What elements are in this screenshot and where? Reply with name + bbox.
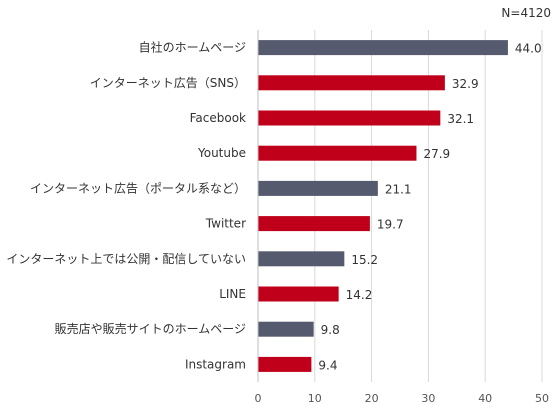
x-tick-label: 40	[478, 392, 492, 405]
data-label: 9.8	[321, 323, 340, 337]
category-label: インターネット広告（ポータル系など）	[30, 181, 246, 195]
category-label: インターネット広告（SNS）	[90, 76, 246, 90]
bar	[258, 251, 345, 267]
category-label: LINE	[219, 287, 246, 301]
bar	[258, 145, 417, 161]
category-label: Facebook	[190, 111, 246, 125]
data-label: 27.9	[423, 147, 450, 161]
bar	[258, 216, 370, 232]
category-label: 自社のホームページ	[139, 40, 246, 55]
data-label: 15.2	[351, 253, 378, 267]
bar	[258, 286, 339, 302]
category-label: Youtube	[197, 146, 246, 160]
data-label: 9.4	[318, 358, 337, 372]
data-label: 19.7	[377, 218, 404, 232]
x-tick-label: 20	[365, 392, 379, 405]
sample-size-note: N=4120	[501, 6, 551, 20]
category-label: インターネット上では公開・配信していない	[6, 252, 246, 266]
x-tick-label: 50	[535, 392, 549, 405]
category-label: Twitter	[205, 217, 246, 231]
data-label: 14.2	[346, 288, 373, 302]
x-tick-label: 30	[421, 392, 435, 405]
data-label: 21.1	[385, 182, 412, 196]
data-label: 32.1	[447, 112, 474, 126]
data-label: 32.9	[452, 77, 479, 91]
data-label: 44.0	[515, 42, 542, 56]
bar	[258, 321, 314, 337]
category-label: 販売店や販売サイトのホームページ	[55, 321, 246, 336]
bar	[258, 356, 312, 372]
bar	[258, 110, 441, 126]
x-tick-label: 10	[308, 392, 322, 405]
category-label: Instagram	[185, 357, 246, 371]
bar	[258, 75, 445, 91]
bar	[258, 180, 378, 196]
x-tick-label: 0	[255, 392, 262, 405]
bar	[258, 40, 508, 56]
